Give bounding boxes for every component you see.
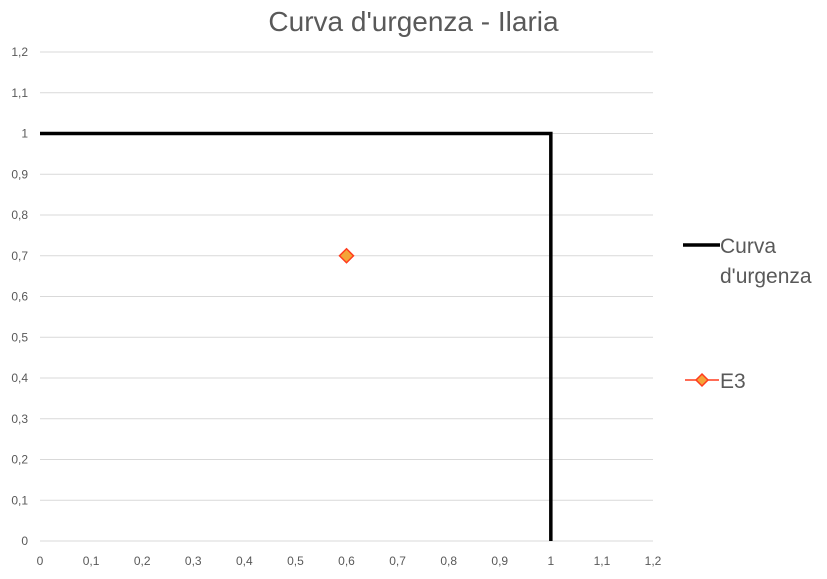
x-tick-label: 0,9: [491, 554, 508, 568]
y-tick-label: 0,9: [11, 167, 28, 181]
y-tick-label: 0,2: [11, 453, 28, 467]
legend-label-e3: E3: [720, 370, 746, 393]
x-tick-label: 0,3: [185, 554, 202, 568]
y-tick-labels: 0 0,1 0,2 0,3 0,4 0,5 0,6 0,7 0,8 0,9 1 1,1 1,2: [11, 45, 28, 548]
x-tick-labels: 0 0,1 0,2 0,3 0,4 0,5 0,6 0,7 0,8 0,9 1 1,1 1,2: [37, 554, 662, 568]
x-tick-label: 0: [37, 554, 44, 568]
gridlines: [40, 51, 653, 542]
x-tick-label: 0,7: [389, 554, 406, 568]
y-tick-label: 0,1: [11, 493, 28, 507]
x-tick-label: 0,8: [440, 554, 457, 568]
chart-title: Curva d'urgenza - Ilaria: [268, 6, 559, 37]
y-tick-label: 0: [21, 534, 28, 548]
y-tick-label: 0,5: [11, 330, 28, 344]
series-layer: [40, 131, 553, 541]
x-tick-label: 0,4: [236, 554, 253, 568]
series-line-curva-urgenza: [40, 131, 553, 541]
x-tick-label: 1: [547, 554, 554, 568]
x-tick-label: 1,1: [594, 554, 611, 568]
y-tick-label: 0,6: [11, 290, 28, 304]
legend: Curva d'urgenza E3: [683, 235, 812, 393]
x-tick-label: 0,2: [134, 554, 151, 568]
x-tick-label: 0,5: [287, 554, 304, 568]
y-tick-label: 1,2: [11, 45, 28, 59]
y-tick-label: 1,1: [11, 86, 28, 100]
x-tick-label: 0,1: [83, 554, 100, 568]
x-tick-label: 1,2: [645, 554, 662, 568]
y-tick-label: 1: [21, 127, 28, 141]
data-point-e3: [338, 247, 355, 264]
y-tick-label: 0,3: [11, 412, 28, 426]
y-tick-label: 0,8: [11, 208, 28, 222]
x-tick-label: 0,6: [338, 554, 355, 568]
legend-marker-diamond: [694, 372, 710, 388]
y-tick-label: 0,7: [11, 249, 28, 263]
legend-label-line2: d'urgenza: [720, 265, 812, 288]
y-tick-label: 0,4: [11, 371, 28, 385]
legend-label-line1: Curva: [720, 235, 776, 258]
